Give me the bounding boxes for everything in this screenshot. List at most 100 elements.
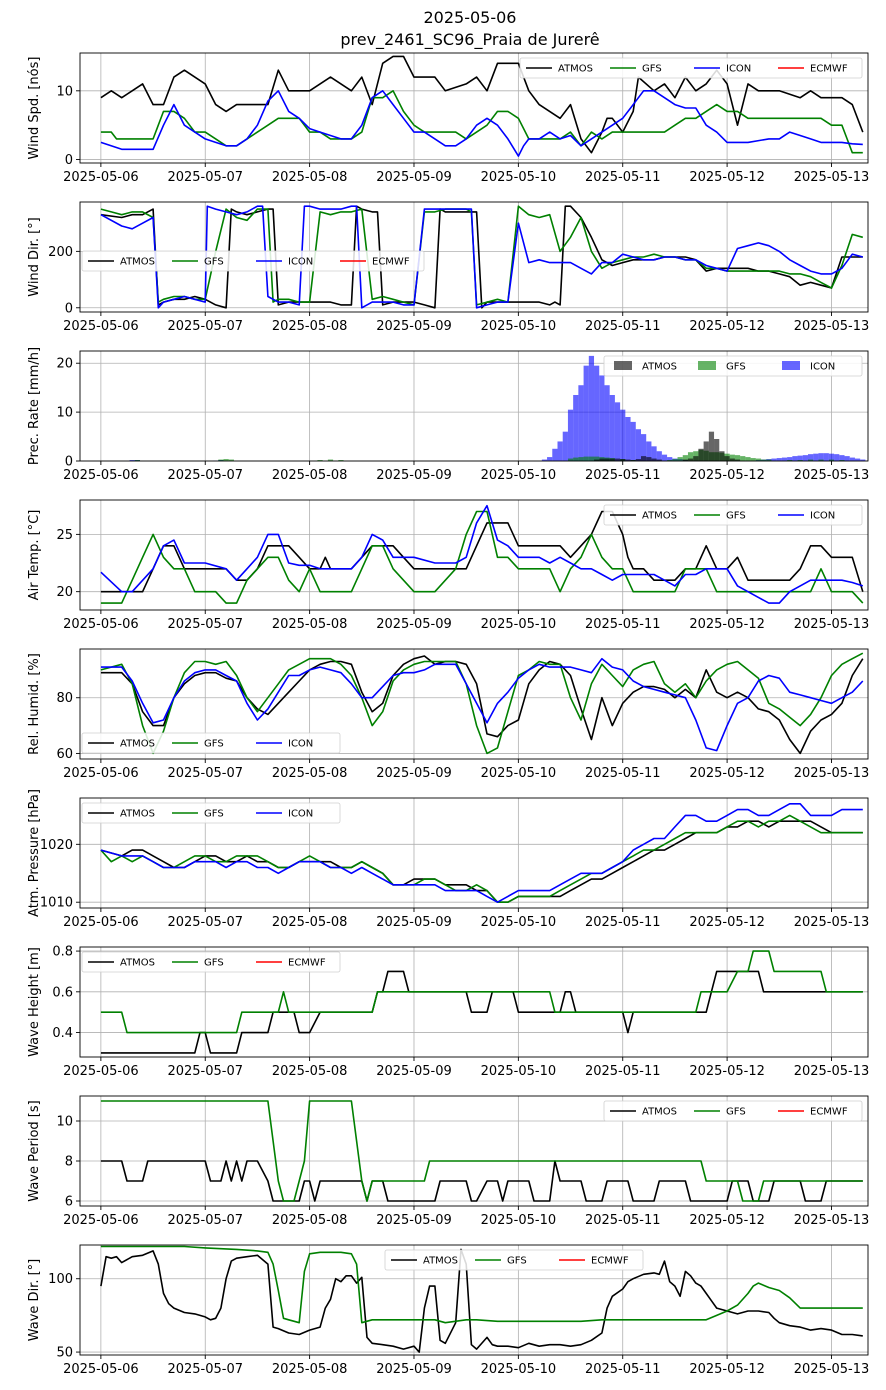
panel-7-ylabel: Wave Height [m] (27, 947, 42, 1057)
panel-3-legend-label-gfs: GFS (726, 362, 746, 373)
panel-1-legend-label-ecmwf: ECMWF (810, 64, 848, 75)
panel-2-xtick-label: 2025-05-08 (272, 319, 348, 334)
panel-3-ytick-label: 20 (56, 357, 73, 372)
panel-3-ylabel: Prec. Rate [mm/h] (27, 347, 42, 465)
panel-3-bar-gfs (134, 460, 141, 461)
panel-8-frame (79, 1095, 869, 1207)
panel-2-xtick-label: 2025-05-06 (63, 319, 139, 334)
panel-6-ylabel: Atm. Pressure [hPa] (27, 789, 42, 917)
panel-4-frame (79, 499, 869, 611)
panel-2-legend-label-atmos: ATMOS (120, 257, 155, 268)
panel-4-ylabel: Air Temp. [°C] (27, 510, 42, 601)
panel-8-legend-box (603, 1100, 863, 1122)
panel-3-bar-atmos (625, 459, 631, 461)
panel-1-xtick-label: 2025-05-10 (481, 170, 557, 185)
panel-4-legend-box (603, 504, 863, 526)
panel-1-legend: ATMOS GFS ICON ECMWF (519, 57, 863, 79)
panel-5-xtick-label: 2025-05-10 (481, 766, 557, 781)
panel-1-ytick-label: 10 (56, 84, 73, 99)
panel-3-bar-icon (583, 365, 589, 461)
panel-3-bar-gfs (567, 458, 574, 461)
panel-7-wave-height-m: 0.4 0.6 0.8 2025-05-06 2025-05-07 2025-05-08 2… (27, 945, 869, 1079)
panel-3-bar-atmos (693, 456, 699, 461)
panel-3-bar-atmos (682, 459, 688, 461)
panel-3-xtick-label: 2025-05-08 (272, 468, 348, 483)
panel-3-bar-icon (594, 365, 600, 461)
panel-3-bar-atmos (599, 458, 605, 461)
panel-3-bar-icon (860, 459, 866, 461)
panel-2-legend-label-icon: ICON (288, 257, 313, 268)
panel-9-ytick-label: 100 (48, 1272, 73, 1287)
panel-3-bar-gfs (687, 452, 694, 461)
panel-6-line-icon (100, 803, 863, 903)
panel-6-xtick-label: 2025-05-11 (585, 915, 661, 930)
panel-3-xtick-label: 2025-05-12 (689, 468, 765, 483)
panel-9-legend-box (384, 1249, 644, 1271)
panel-9-wave-dir: 50 100 2025-05-06 2025-05-07 2025-05-08 2025-… (27, 1244, 869, 1377)
panel-2-ytick-label: 0 (65, 301, 73, 316)
panel-3-bar-icon (567, 409, 574, 461)
panel-3-bar-atmos (714, 439, 720, 461)
panel-3-bar-icon (802, 455, 808, 461)
panel-4-legend-label-gfs: GFS (726, 511, 746, 522)
panel-3-bar-gfs (573, 457, 579, 461)
panel-5-xtick-label: 2025-05-06 (63, 766, 139, 781)
panel-7-xtick-label: 2025-05-11 (585, 1064, 661, 1079)
panel-8-legend-label-ecmwf: ECMWF (810, 1107, 848, 1118)
panel-3-bar-atmos (614, 458, 621, 461)
panel-5-rel-humid: 60 80 2025-05-06 2025-05-07 2025-05-08 2025-0… (27, 648, 870, 781)
panel-6-xtick-label: 2025-05-06 (63, 915, 139, 930)
panel-3-bar-gfs (818, 459, 824, 461)
panel-3-bar-icon (635, 429, 641, 461)
panel-3-bar-gfs (327, 459, 334, 461)
panel-8-xtick-label: 2025-05-07 (167, 1213, 243, 1228)
panel-2-xtick-label: 2025-05-12 (689, 319, 765, 334)
panel-8-legend: ATMOS GFS ECMWF (603, 1100, 863, 1122)
panel-3-bar-icon (625, 417, 631, 461)
panel-3-bar-gfs (594, 456, 600, 461)
panel-8-plot-area (100, 1100, 863, 1202)
panel-4-line-icon (100, 504, 864, 604)
panel-5-xtick-label: 2025-05-13 (794, 766, 870, 781)
figure-station-title: prev_2461_SC96_Praia de Jurerê (340, 30, 599, 50)
panel-3-bar-atmos (640, 456, 647, 461)
panel-6-xtick-label: 2025-05-13 (794, 915, 870, 930)
panel-6-legend-box (81, 802, 341, 824)
panel-1-xtick-label: 2025-05-06 (63, 170, 139, 185)
panel-3-bar-icon (813, 453, 819, 461)
panel-2-ytick-label: 200 (48, 245, 73, 260)
panel-6-xtick-label: 2025-05-09 (376, 915, 452, 930)
panel-3-bar-atmos (687, 458, 694, 461)
panel-9-legend-label-atmos: ATMOS (423, 1256, 458, 1267)
panel-5-xtick-label: 2025-05-12 (689, 766, 765, 781)
panel-3-bar-gfs (755, 458, 762, 461)
panel-5-ylabel: Rel. Humid. [%] (27, 653, 42, 755)
panel-3-ytick-label: 0 (65, 455, 73, 470)
panel-3-xtick-label: 2025-05-07 (167, 468, 243, 483)
panel-1-legend-label-icon: ICON (726, 64, 751, 75)
panel-2-ylabel: Wind Dir. [°] (27, 217, 42, 297)
panel-3-ytick-label: 10 (56, 406, 73, 421)
panel-3-bar-gfs (797, 460, 803, 461)
panel-8-xtick-label: 2025-05-13 (794, 1213, 870, 1228)
panel-7-legend-label-ecmwf: ECMWF (288, 958, 326, 969)
panel-1-xtick-label: 2025-05-13 (794, 170, 870, 185)
panel-3-bar-icon (614, 402, 621, 461)
panel-4-line-gfs (100, 510, 864, 604)
panel-3-bar-icon (609, 395, 615, 461)
panel-3-bar-icon (588, 355, 595, 461)
panel-3-bar-icon (578, 385, 584, 461)
panel-3-bar-icon (807, 454, 814, 461)
panel-5-xtick-label: 2025-05-08 (272, 766, 348, 781)
panel-3-bar-gfs (218, 459, 224, 461)
panel-3-bar-icon (781, 457, 788, 461)
panel-3-legend-swatch-icon (782, 361, 800, 370)
panel-8-ytick-label: 10 (56, 1115, 73, 1130)
panel-6-line-gfs (100, 814, 863, 903)
panel-2-xtick-label: 2025-05-11 (585, 319, 661, 334)
panel-4-xtick-label: 2025-05-07 (167, 617, 243, 632)
panel-2-legend-box (81, 250, 425, 272)
panel-2-xtick-label: 2025-05-10 (481, 319, 557, 334)
panel-8-ylabel: Wave Period [s] (27, 1100, 42, 1201)
panel-1-legend-box (519, 57, 863, 79)
